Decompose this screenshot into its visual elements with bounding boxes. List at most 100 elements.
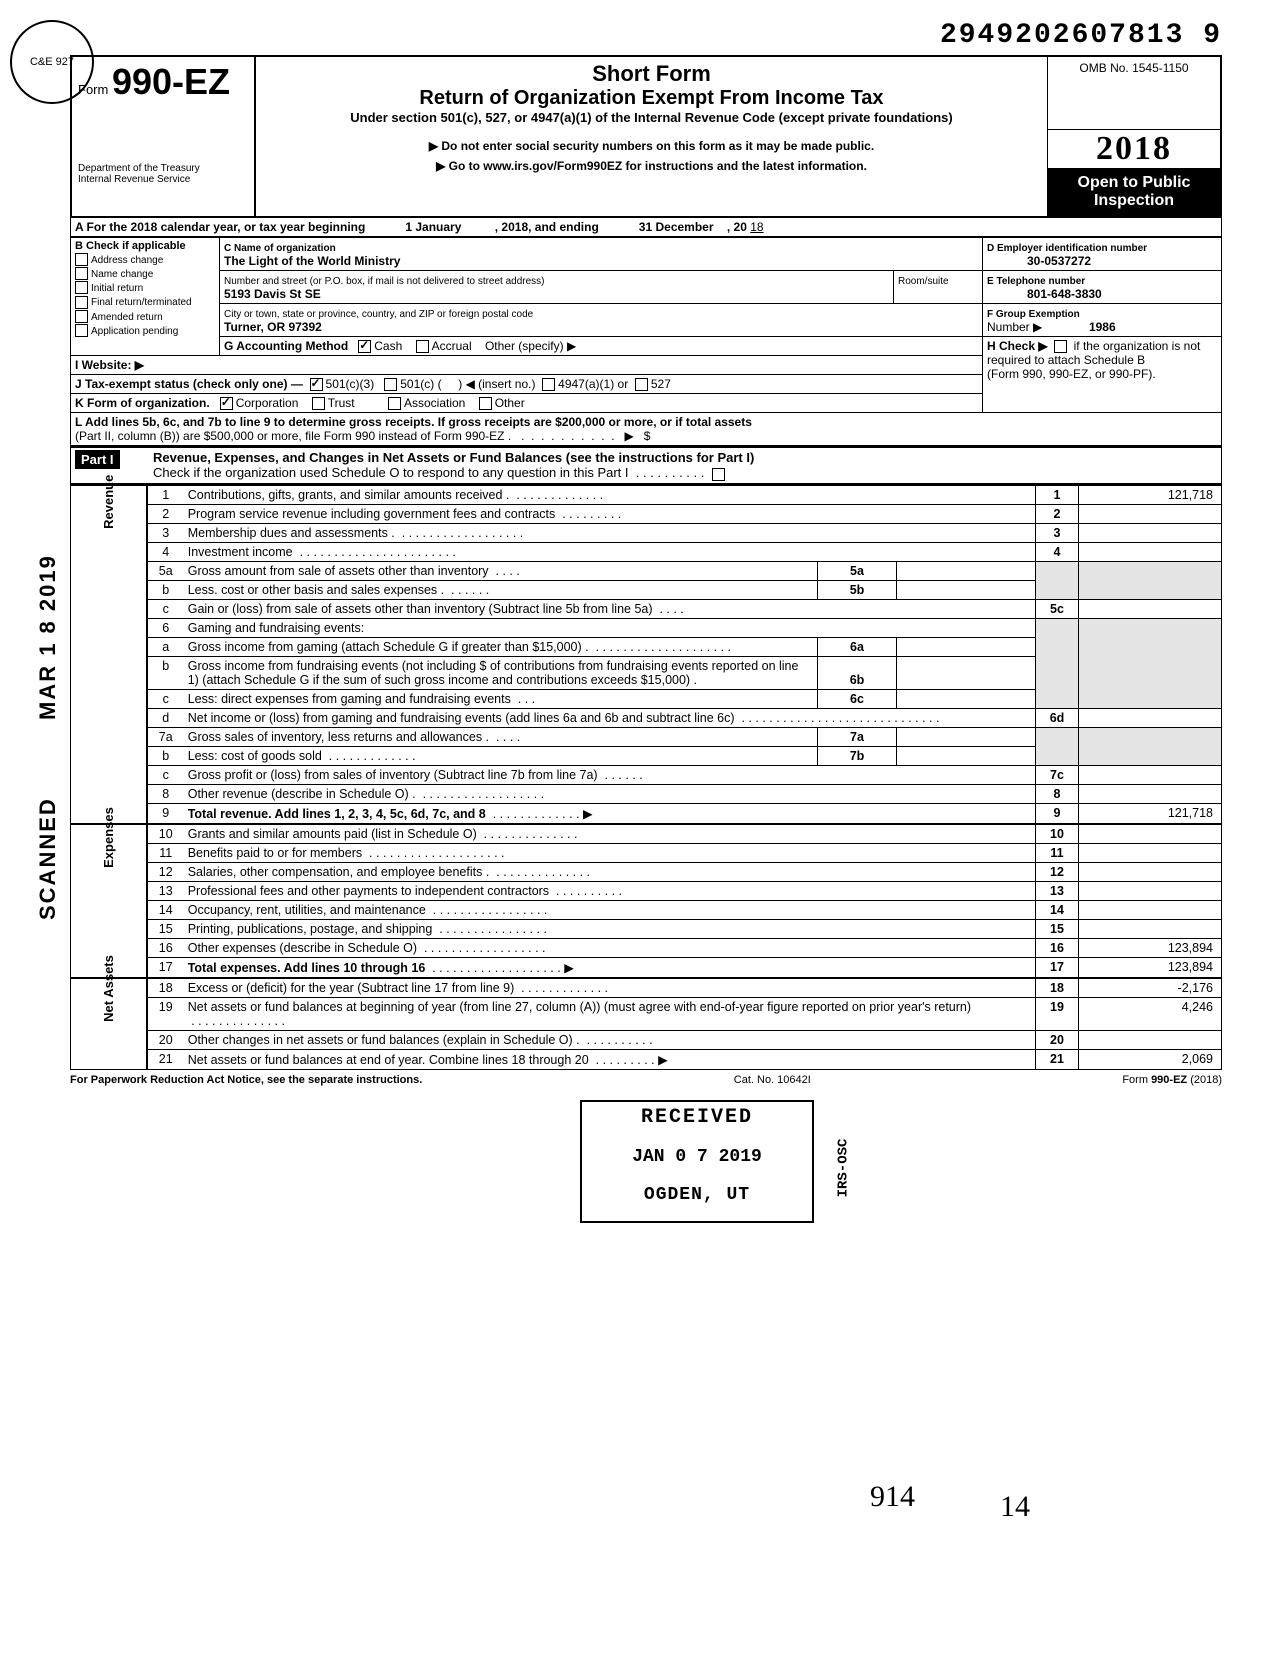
a-end: 31 December bbox=[639, 220, 714, 234]
cb-initial[interactable] bbox=[75, 281, 88, 294]
cb-amended[interactable] bbox=[75, 310, 88, 323]
cb-501c[interactable] bbox=[384, 378, 397, 391]
h-suffix: if the organization is not bbox=[1074, 339, 1201, 353]
dept-irs: Internal Revenue Service bbox=[78, 174, 248, 185]
line7c-val bbox=[1079, 765, 1222, 784]
b-pending: Application pending bbox=[91, 326, 178, 337]
l-line2: (Part II, column (B)) are $500,000 or mo… bbox=[75, 429, 511, 443]
line7c-desc: Gross profit or (loss) from sales of inv… bbox=[188, 768, 598, 782]
form-header: Form 990-EZ Department of the Treasury I… bbox=[70, 55, 1222, 218]
footer-mid: Cat. No. 10642I bbox=[734, 1074, 811, 1086]
line3-desc: Membership dues and assessments . bbox=[188, 526, 395, 540]
line19-val: 4,246 bbox=[1079, 997, 1222, 1030]
j-c3: 501(c)(3) bbox=[326, 377, 375, 391]
line18-desc: Excess or (deficit) for the year (Subtra… bbox=[188, 981, 515, 995]
line6b-desc: Gross income from fundraising events (no… bbox=[188, 659, 799, 687]
line8-val bbox=[1079, 784, 1222, 803]
a-suffix: , 20 bbox=[727, 220, 747, 234]
received-stamp: RECEIVED JAN 0 7 2019 OGDEN, UT bbox=[580, 1100, 814, 1223]
h-line3: (Form 990, 990-EZ, or 990-PF). bbox=[987, 367, 1156, 381]
dln-number: 2949202607813 9 bbox=[70, 20, 1222, 51]
line5c-val bbox=[1079, 599, 1222, 618]
open-public-1: Open to Public bbox=[1052, 174, 1216, 192]
cb-pending[interactable] bbox=[75, 324, 88, 337]
cb-527[interactable] bbox=[635, 378, 648, 391]
g-other: Other (specify) ▶ bbox=[485, 339, 576, 353]
cb-schedule-o[interactable] bbox=[712, 468, 725, 481]
cb-final[interactable] bbox=[75, 296, 88, 309]
cb-corp[interactable] bbox=[220, 397, 233, 410]
received-r2: JAN 0 7 2019 bbox=[582, 1147, 812, 1167]
entity-block: B Check if applicable Address change Nam… bbox=[70, 237, 1222, 447]
phone: 801-648-3830 bbox=[987, 287, 1102, 301]
line15-desc: Printing, publications, postage, and shi… bbox=[188, 922, 433, 936]
d-label: D Employer identification number bbox=[987, 243, 1147, 254]
a-mid: , 2018, and ending bbox=[495, 220, 599, 234]
k-corp: Corporation bbox=[236, 396, 299, 410]
ssn-warning: ▶ Do not enter social security numbers o… bbox=[262, 139, 1041, 153]
ein: 30-0537272 bbox=[987, 254, 1091, 268]
line18-val: -2,176 bbox=[1079, 978, 1222, 998]
line8-desc: Other revenue (describe in Schedule O) . bbox=[188, 787, 416, 801]
goto-url: ▶ Go to www.irs.gov/Form990EZ for instru… bbox=[262, 159, 1041, 173]
a-yy: 18 bbox=[750, 220, 763, 234]
b-name: Name change bbox=[91, 269, 153, 280]
line14-val bbox=[1079, 900, 1222, 919]
expenses-label: Expenses bbox=[101, 801, 116, 868]
l-line1: L Add lines 5b, 6c, and 7b to line 9 to … bbox=[75, 415, 752, 429]
line21-desc: Net assets or fund balances at end of ye… bbox=[188, 1053, 589, 1067]
cb-address-change[interactable] bbox=[75, 253, 88, 266]
line15-val bbox=[1079, 919, 1222, 938]
cb-4947[interactable] bbox=[542, 378, 555, 391]
line5b-desc: Less. cost or other basis and sales expe… bbox=[188, 583, 444, 597]
line9-desc: Total revenue. Add lines 1, 2, 3, 4, 5c,… bbox=[188, 807, 486, 821]
a-begin: 1 January bbox=[405, 220, 461, 234]
g-cash: Cash bbox=[374, 339, 402, 353]
k-trust: Trust bbox=[328, 396, 355, 410]
handwrite-2: 14 bbox=[1000, 1490, 1030, 1524]
f-number: 1986 bbox=[1089, 320, 1116, 334]
line13-val bbox=[1079, 881, 1222, 900]
cb-other[interactable] bbox=[479, 397, 492, 410]
received-side: IRS-OSC bbox=[835, 1139, 851, 1198]
under-section: Under section 501(c), 527, or 4947(a)(1)… bbox=[262, 110, 1041, 125]
line2-val bbox=[1079, 504, 1222, 523]
cb-h[interactable] bbox=[1054, 340, 1067, 353]
line6d-desc: Net income or (loss) from gaming and fun… bbox=[188, 711, 735, 725]
b-amended: Amended return bbox=[91, 312, 163, 323]
g-label: G Accounting Method bbox=[224, 339, 348, 353]
line20-desc: Other changes in net assets or fund bala… bbox=[188, 1033, 580, 1047]
cb-trust[interactable] bbox=[312, 397, 325, 410]
line17-val: 123,894 bbox=[1079, 957, 1222, 978]
revenue-label: Revenue bbox=[101, 462, 116, 529]
line7b-desc: Less: cost of goods sold bbox=[188, 749, 322, 763]
b-initial: Initial return bbox=[91, 283, 143, 294]
line11-val bbox=[1079, 843, 1222, 862]
j-527: 527 bbox=[651, 377, 671, 391]
f-num-label: Number ▶ bbox=[987, 320, 1042, 334]
line2-desc: Program service revenue including govern… bbox=[188, 507, 556, 521]
line3-val bbox=[1079, 523, 1222, 542]
part1-header: Part I Revenue, Expenses, and Changes in… bbox=[70, 446, 1222, 483]
cb-501c3[interactable] bbox=[310, 378, 323, 391]
line9-val: 121,718 bbox=[1079, 803, 1222, 824]
line11-desc: Benefits paid to or for members bbox=[188, 846, 362, 860]
line12-desc: Salaries, other compensation, and employ… bbox=[188, 865, 490, 879]
cb-name-change[interactable] bbox=[75, 267, 88, 280]
b-final: Final return/terminated bbox=[91, 297, 192, 308]
j-a1: 4947(a)(1) or bbox=[558, 377, 628, 391]
line17-desc: Total expenses. Add lines 10 through 16 bbox=[188, 961, 426, 975]
cb-accrual[interactable] bbox=[416, 340, 429, 353]
cb-assoc[interactable] bbox=[388, 397, 401, 410]
org-name: The Light of the World Ministry bbox=[224, 254, 400, 268]
footer-left: For Paperwork Reduction Act Notice, see … bbox=[70, 1074, 422, 1086]
footer-right: Form 990-EZ (2018) bbox=[1122, 1074, 1222, 1086]
room-label: Room/suite bbox=[898, 276, 949, 287]
cb-cash[interactable] bbox=[358, 340, 371, 353]
netassets-label: Net Assets bbox=[101, 955, 116, 1022]
l-arrow: ▶ bbox=[625, 429, 634, 443]
tax-year: 2018 bbox=[1048, 130, 1220, 168]
i-label: I Website: ▶ bbox=[75, 358, 144, 372]
side-date-stamp: MAR 1 8 2019 bbox=[35, 554, 61, 720]
j-insert: ) ◀ (insert no.) bbox=[458, 377, 535, 391]
